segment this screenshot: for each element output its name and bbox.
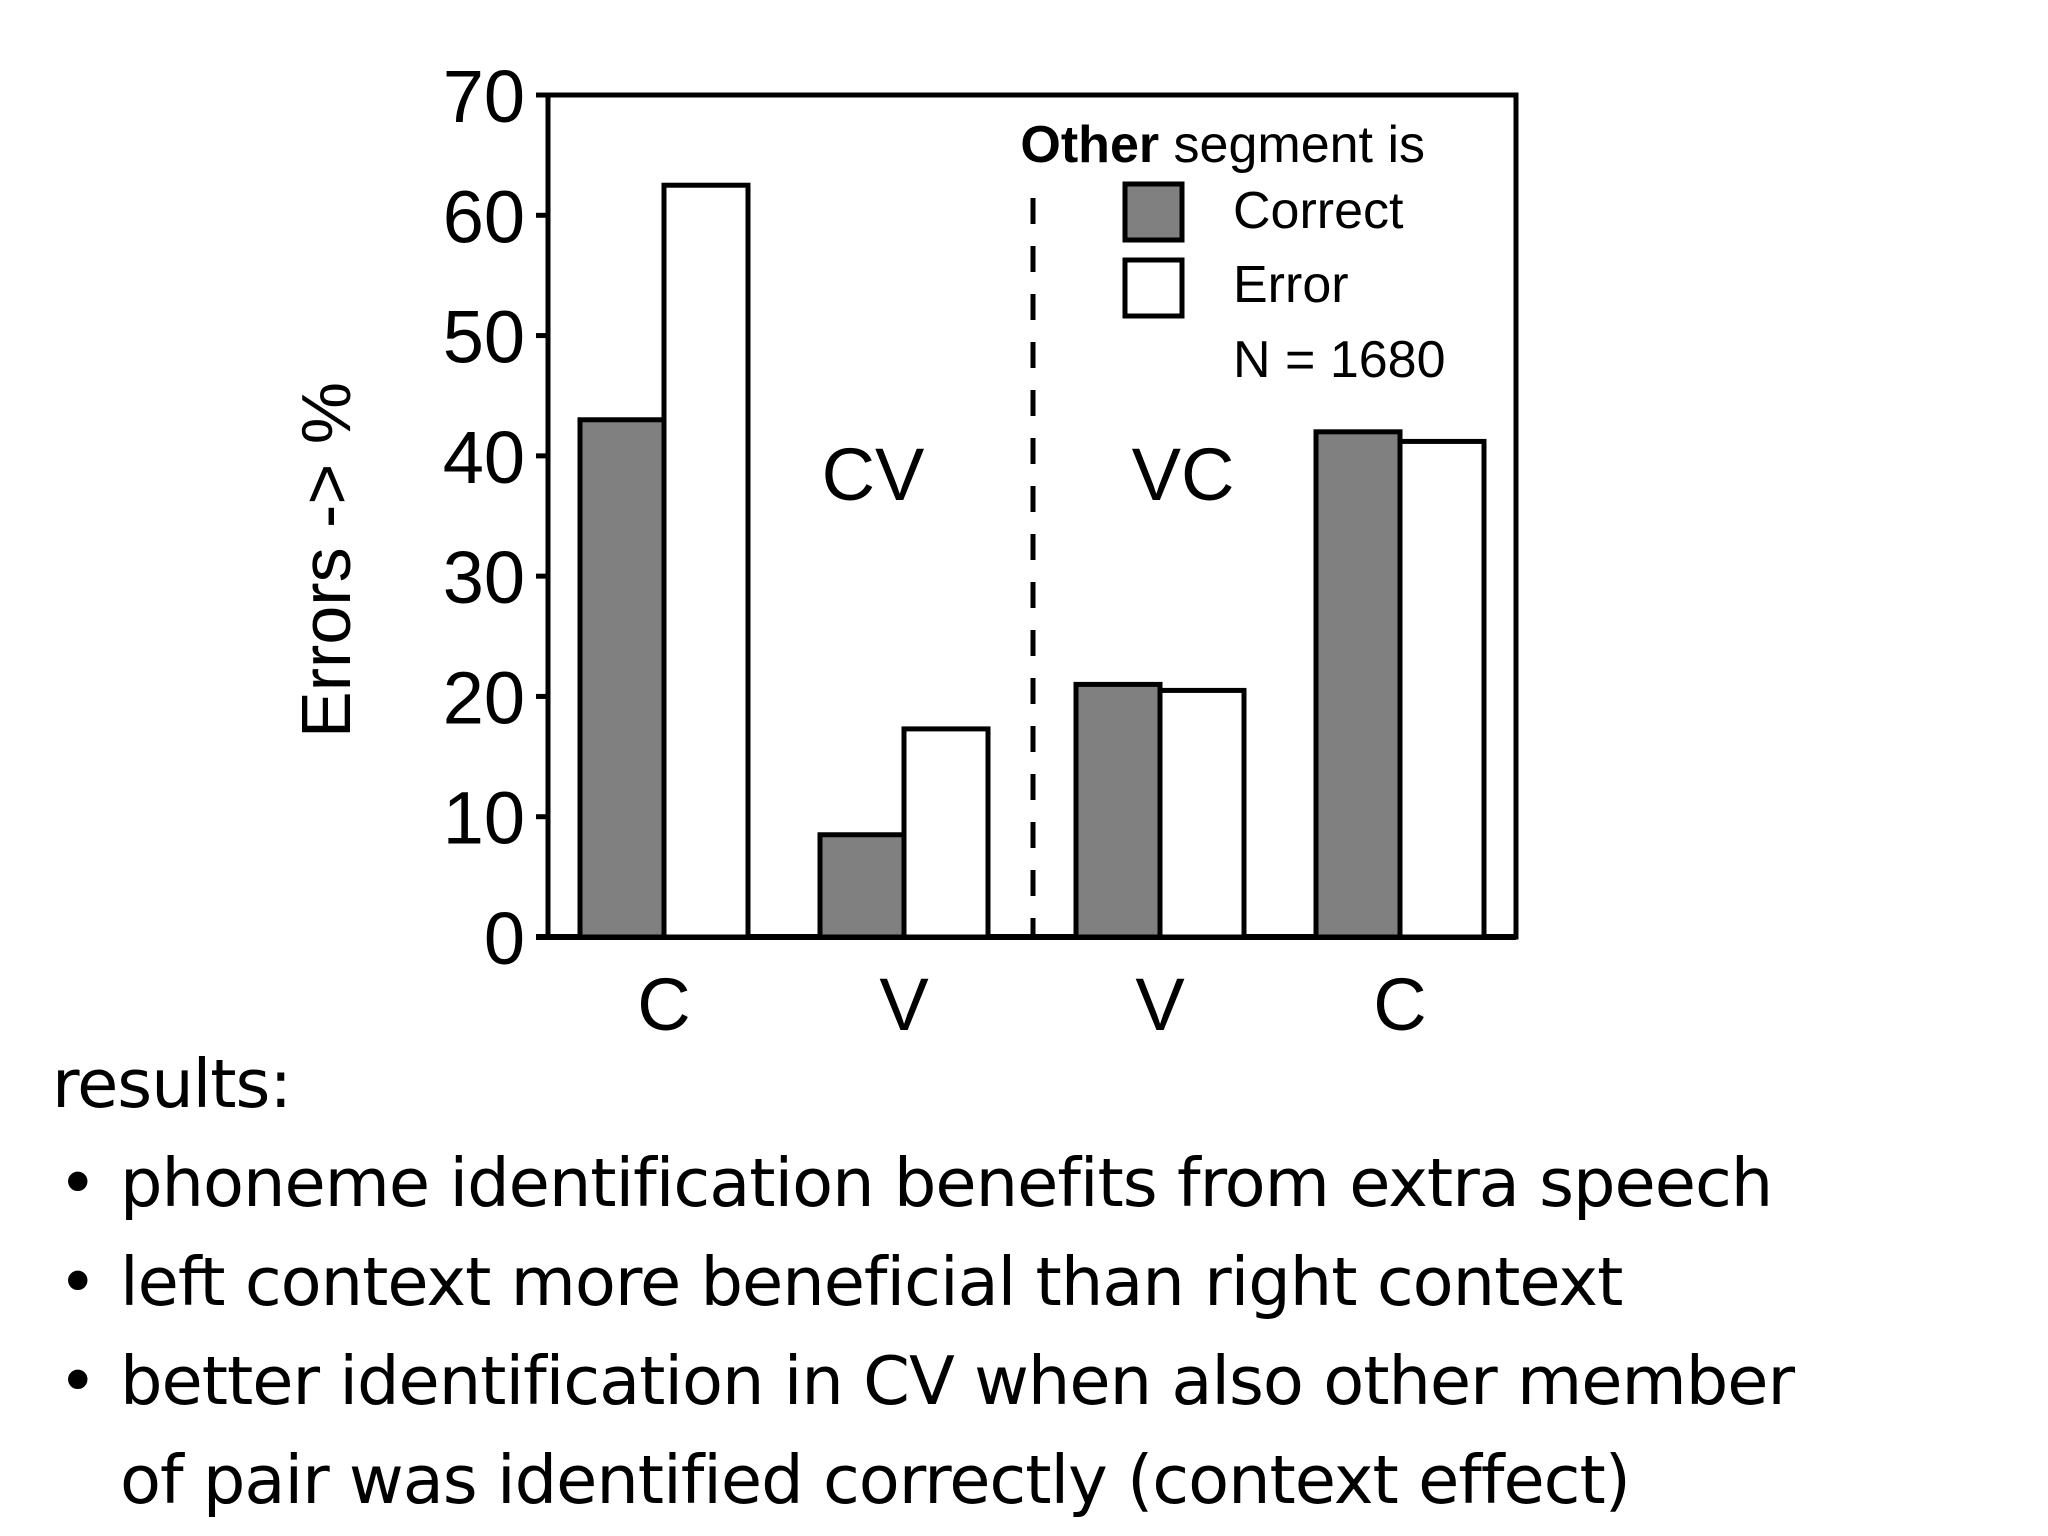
legend-label-correct: Correct xyxy=(1233,182,1404,240)
bar-correct-0 xyxy=(577,417,667,940)
legend-label-error: Error xyxy=(1233,256,1349,314)
results-item-text: left context more beneficial than right … xyxy=(120,1243,1623,1321)
x-tick-label: C xyxy=(637,963,690,1040)
y-tick-label: 60 xyxy=(443,175,525,258)
bullet-icon: • xyxy=(58,1144,98,1222)
bar-error-3 xyxy=(1397,438,1487,940)
legend-title-rest: segment is xyxy=(1159,116,1425,174)
bullet-icon: • xyxy=(58,1243,98,1321)
x-tick-label: V xyxy=(1135,963,1185,1040)
legend-title: Other segment is xyxy=(1020,116,1425,174)
results-item-text: phoneme identification benefits from ext… xyxy=(120,1144,1773,1222)
y-tick-label: 10 xyxy=(443,777,525,860)
y-tick-label: 40 xyxy=(443,416,525,499)
bar-correct-1 xyxy=(817,832,907,940)
bar-error-2 xyxy=(1157,687,1247,940)
y-axis-ticks: 0 10 20 30 40 50 60 70 xyxy=(443,55,548,980)
y-tick-label: 0 xyxy=(484,897,525,980)
y-tick-label: 20 xyxy=(443,656,525,739)
bar-correct-3 xyxy=(1313,429,1403,940)
y-tick-label: 50 xyxy=(443,296,525,379)
results-item: • phoneme identification benefits from e… xyxy=(52,1134,2012,1233)
results-item: • better identification in CV when also … xyxy=(52,1332,2012,1530)
results-item: • left context more beneficial than righ… xyxy=(52,1233,2012,1332)
results-list: • phoneme identification benefits from e… xyxy=(52,1134,2012,1530)
results-item-text: better identification in CV when also ot… xyxy=(120,1342,1795,1420)
bar-error-1 xyxy=(901,726,991,940)
bar-marks xyxy=(577,182,1487,940)
x-tick-label: V xyxy=(879,963,929,1040)
results-heading: results: xyxy=(52,1045,292,1123)
bar-correct-2 xyxy=(1073,681,1163,940)
results-item-continuation: of pair was identified correctly (contex… xyxy=(120,1441,1631,1519)
group-label-cv: CV xyxy=(822,433,925,516)
results-section: results: • phoneme identification benefi… xyxy=(52,1035,2012,1530)
bullet-icon: • xyxy=(58,1342,98,1420)
legend-swatch-error xyxy=(1122,257,1185,319)
legend: Other segment is Correct Error N = 1680 xyxy=(1020,116,1445,389)
y-axis-label: Errors -> % xyxy=(287,382,365,738)
legend-title-bold: Other xyxy=(1020,116,1159,174)
bar-error-0 xyxy=(661,182,751,940)
legend-note: N = 1680 xyxy=(1233,331,1446,389)
group-label-vc: VC xyxy=(1132,433,1235,516)
legend-swatch-correct xyxy=(1122,181,1185,243)
y-tick-label: 70 xyxy=(443,55,525,138)
x-tick-label: C xyxy=(1373,963,1426,1040)
y-tick-label: 30 xyxy=(443,536,525,619)
